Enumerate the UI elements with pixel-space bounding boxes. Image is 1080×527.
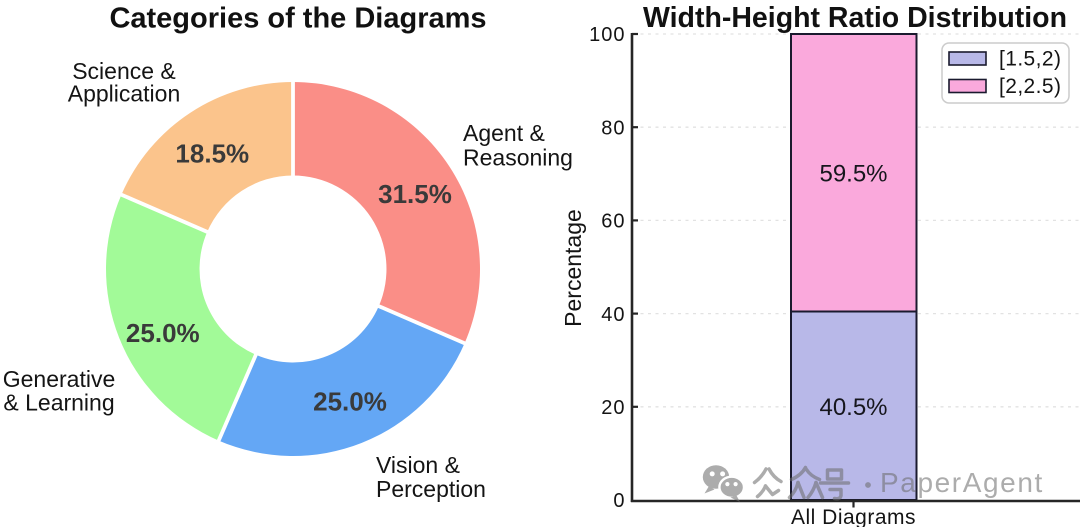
svg-text:Categories of the Diagrams: Categories of the Diagrams: [109, 3, 486, 35]
svg-text:Agent &: Agent &: [463, 120, 545, 146]
svg-text:25.0%: 25.0%: [126, 318, 200, 348]
svg-text:Generative: Generative: [3, 366, 116, 392]
svg-text:25.0%: 25.0%: [313, 387, 387, 417]
svg-text:All Diagrams: All Diagrams: [791, 506, 916, 527]
svg-text:18.5%: 18.5%: [175, 139, 249, 169]
svg-text:80: 80: [601, 117, 625, 139]
svg-text:PaperAgent: PaperAgent: [880, 467, 1044, 498]
svg-text:59.5%: 59.5%: [819, 161, 887, 188]
svg-text:[2,2.5): [2,2.5): [999, 75, 1061, 98]
svg-text:[1.5,2): [1.5,2): [999, 48, 1061, 71]
svg-text:31.5%: 31.5%: [378, 179, 452, 209]
svg-text:40.5%: 40.5%: [819, 394, 887, 421]
svg-text:Percentage: Percentage: [560, 209, 586, 327]
svg-text:100: 100: [589, 24, 625, 46]
svg-text:Reasoning: Reasoning: [463, 145, 573, 171]
svg-text:60: 60: [601, 211, 625, 233]
svg-text:Application: Application: [68, 81, 181, 107]
svg-text:0: 0: [613, 490, 625, 512]
svg-text:Perception: Perception: [376, 476, 486, 502]
svg-text:& Learning: & Learning: [3, 390, 114, 416]
svg-text:Science &: Science &: [72, 58, 176, 84]
svg-text:Vision &: Vision &: [376, 452, 460, 478]
svg-text:Width-Height Ratio Distributio: Width-Height Ratio Distribution: [643, 2, 1067, 34]
svg-text:20: 20: [601, 397, 625, 419]
svg-text:40: 40: [601, 304, 625, 326]
